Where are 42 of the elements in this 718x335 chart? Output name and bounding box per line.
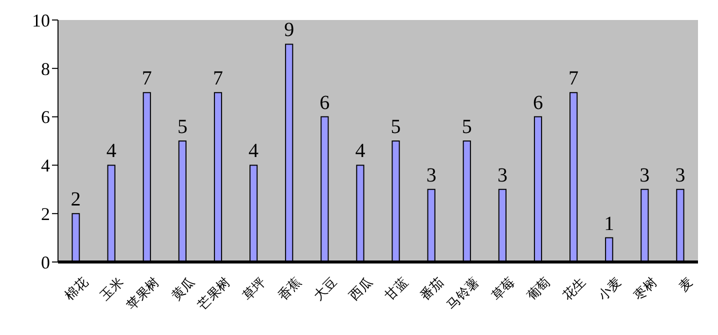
x-tick-label: 番茄 [417, 274, 446, 304]
data-label: 5 [390, 116, 401, 138]
data-label: 1 [604, 212, 614, 235]
x-tick-label: 花生 [559, 274, 588, 304]
y-tick-label: 0 [41, 252, 50, 272]
y-tick-label: 6 [41, 107, 50, 128]
data-label: 9 [284, 19, 294, 42]
data-label: 4 [248, 140, 259, 162]
data-label: 3 [426, 164, 436, 186]
x-tick-label: 芒果树 [194, 274, 233, 312]
x-tick-label: 小麦 [595, 274, 624, 304]
data-label: 4 [355, 140, 366, 162]
x-tick-label: 棉花 [62, 274, 91, 304]
x-tick-label: 苹果树 [124, 274, 162, 312]
data-label: 6 [533, 92, 543, 114]
x-tick-label: 葡萄 [524, 274, 553, 304]
x-tick-label: 麦 [675, 274, 696, 294]
y-tick-label: 4 [41, 156, 50, 176]
data-label: 4 [106, 140, 116, 162]
y-tick-label: 2 [41, 204, 50, 224]
y-tick-label: 10 [32, 10, 50, 30]
data-label: 3 [497, 164, 508, 186]
x-tick-label: 草坪 [239, 274, 268, 304]
x-tick-label: 枣树 [630, 274, 660, 304]
x-tick-label: 西瓜 [346, 274, 376, 304]
x-tick-label: 大豆 [310, 274, 340, 304]
x-tick-label: 香蕉 [275, 274, 304, 304]
data-label: 7 [213, 68, 223, 90]
x-tick-label: 玉米 [97, 274, 126, 304]
x-tick-label: 黄瓜 [168, 274, 198, 304]
x-tick-label: 草莓 [488, 274, 518, 304]
data-label: 7 [142, 68, 152, 90]
data-label: 6 [320, 92, 330, 114]
data-label: 2 [70, 188, 81, 211]
x-tick-label: 甘蓝 [382, 274, 411, 304]
data-label: 5 [462, 116, 472, 138]
data-label: 7 [568, 68, 579, 90]
data-label: 5 [177, 116, 188, 138]
data-label: 3 [640, 164, 650, 186]
y-tick-label: 8 [41, 58, 50, 79]
x-tick-label: 马铃薯 [444, 274, 482, 312]
data-label: 3 [675, 164, 686, 186]
